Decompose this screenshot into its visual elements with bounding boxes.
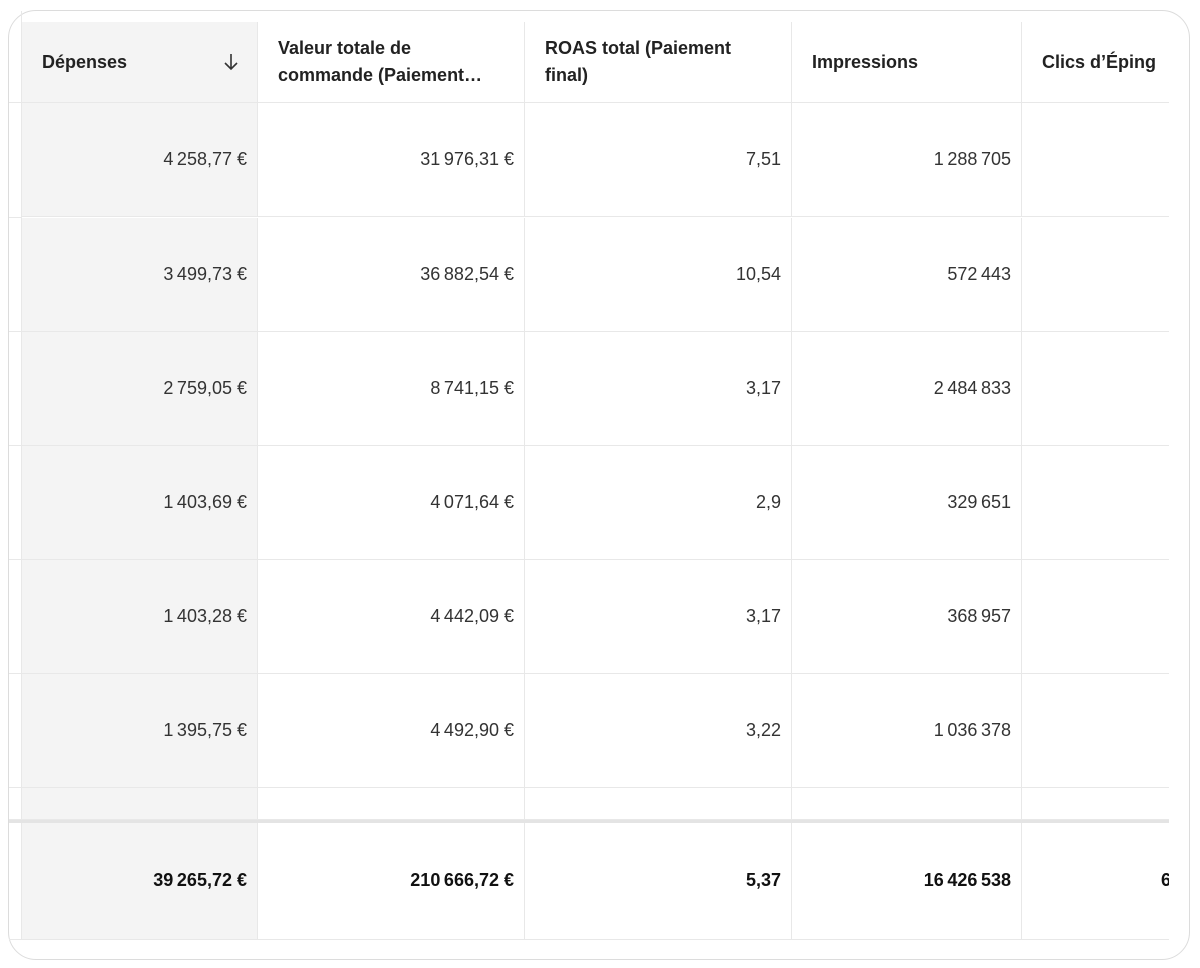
cell [258,788,525,820]
cell-text: 5,37 [745,870,781,890]
total-cell: 5,37 [525,822,792,940]
cell: 329 651 [792,446,1022,560]
cell-text: Clics d’Éping [1042,51,1157,72]
cell: 3,17 [525,332,792,446]
cell-text: ROAS total (Paiement final) [545,38,732,85]
gutter [9,674,22,788]
cell-text: 7,51 [745,149,781,169]
cell [1022,788,1169,820]
cell: 10,54 [525,218,792,332]
cell-text: 572 443 [947,264,1011,284]
cell: 3,17 [525,560,792,674]
cell-text: Dépenses [42,51,128,72]
sort-icon[interactable] [223,52,239,72]
cell-text: 3,17 [745,606,781,626]
cell: 572 443 [792,218,1022,332]
cell-text: 8 741,15 € [430,378,514,398]
cell: 2,9 [525,446,792,560]
totals-divider [9,820,1169,823]
total-cell: 39 265,72 € [22,822,258,940]
gutter [9,103,22,218]
cell: 7,51 [525,103,792,217]
gutter [9,332,22,446]
cell [1022,674,1169,788]
cell: 2 759,05 € [22,332,258,446]
cell-text: 31 976,31 € [420,149,514,169]
gutter [9,11,22,103]
cell-text: 3 499,73 € [163,264,247,284]
cell-text: 2,9 [755,492,781,512]
gutter [9,822,22,940]
cell-text: 39 265,72 € [153,870,247,890]
cell: 4 442,09 € [258,560,525,674]
cell: 2 484 833 [792,332,1022,446]
gutter [9,218,22,332]
cell-text: 1 403,28 € [163,606,247,626]
column-header[interactable]: Dépenses [22,22,258,103]
cell: 4 492,90 € [258,674,525,788]
cell: 3 499,73 € [22,218,258,332]
cell-text: 1 395,75 € [163,720,247,740]
column-header[interactable]: Valeur totale de commande (Paiement… [258,22,525,103]
cell [1022,103,1169,217]
cell: 3,22 [525,674,792,788]
cell: 1 403,69 € [22,446,258,560]
cell-text: 36 882,54 € [420,264,514,284]
cell-text: 16 426 538 [923,870,1011,890]
cell: 4 071,64 € [258,446,525,560]
cell-text: 3,17 [745,378,781,398]
cell-text: 1 403,69 € [163,492,247,512]
cell-text: 4 492,90 € [430,720,514,740]
column-header[interactable]: ROAS total (Paiement final) [525,22,792,103]
total-cell: 16 426 538 [792,822,1022,940]
cell [1022,218,1169,332]
cell-text: Valeur totale de commande (Paiement… [278,38,483,85]
gutter [9,446,22,560]
cell: 31 976,31 € [258,103,525,217]
total-cell: 210 666,72 € [258,822,525,940]
cell: 1 395,75 € [22,674,258,788]
cell-text: 6 [1161,870,1169,890]
cell-text: 1 036 378 [933,720,1011,740]
cell: 36 882,54 € [258,218,525,332]
cell [1022,446,1169,560]
cell-text: 1 288 705 [933,149,1011,169]
cell [1022,560,1169,674]
cell: 4 258,77 € [22,103,258,217]
cell-text: 2 759,05 € [163,378,247,398]
cell [525,788,792,820]
cell: 1 403,28 € [22,560,258,674]
gutter [9,560,22,674]
column-header[interactable]: Clics d’Éping [1022,22,1169,103]
cell: 368 957 [792,560,1022,674]
total-cell: 6 [1022,822,1169,940]
cell [1022,332,1169,446]
cell-text: 2 484 833 [933,378,1011,398]
cell-text: 4 258,77 € [163,149,247,169]
cell [792,788,1022,820]
cell: 1 036 378 [792,674,1022,788]
cell-text: 4 442,09 € [430,606,514,626]
cell [22,788,258,820]
cell-text: 10,54 [735,264,781,284]
cell: 1 288 705 [792,103,1022,217]
cell-text: 368 957 [947,606,1011,626]
cell-text: 329 651 [947,492,1011,512]
column-header[interactable]: Impressions [792,22,1022,103]
cell-text: 3,22 [745,720,781,740]
cell: 8 741,15 € [258,332,525,446]
cell-text: 210 666,72 € [410,870,514,890]
card [8,10,1190,960]
cell-text: 4 071,64 € [430,492,514,512]
table: Dépenses Valeur totale de commande (Paiem… [9,11,1169,941]
cell-text: Impressions [812,51,919,72]
gutter [9,788,22,820]
